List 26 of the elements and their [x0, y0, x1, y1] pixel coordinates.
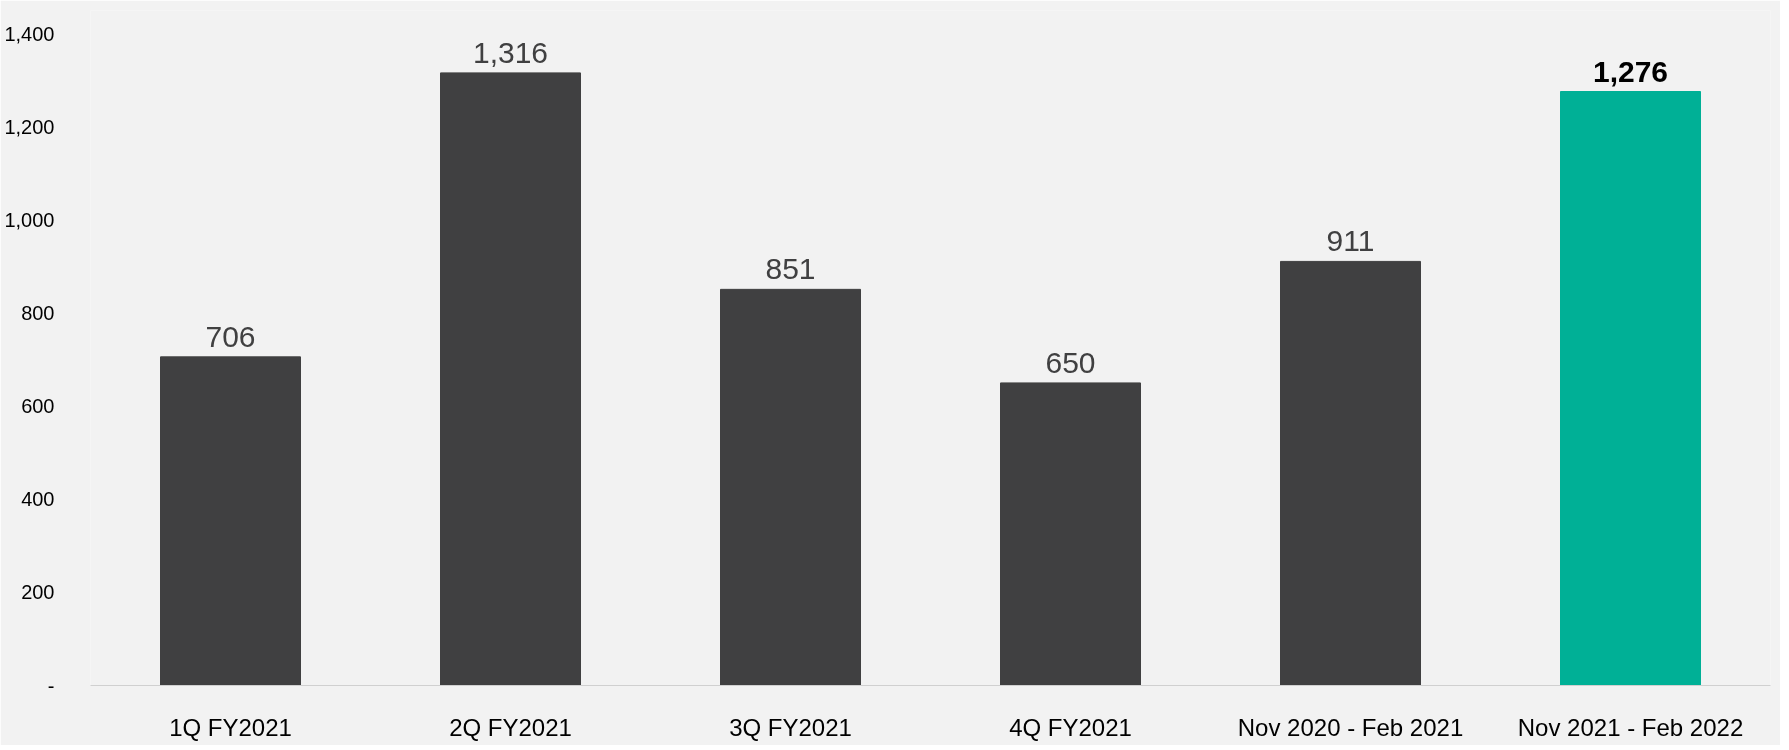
data-label: 851 — [765, 252, 816, 286]
y-tick-label: 1,400 — [4, 22, 55, 45]
bar — [160, 356, 301, 686]
data-label: 1,316 — [472, 35, 549, 69]
bar — [1280, 260, 1421, 686]
y-tick-label: 800 — [21, 302, 55, 325]
bar — [720, 288, 861, 686]
x-tick-label: 2Q FY2021 — [449, 713, 572, 741]
bar — [1560, 91, 1701, 686]
x-tick-label: 4Q FY2021 — [1009, 713, 1132, 741]
y-tick-label: 1,200 — [4, 115, 55, 138]
x-tick-label: 3Q FY2021 — [729, 713, 852, 741]
x-tick-label: 1Q FY2021 — [169, 713, 292, 741]
y-tick-label: 1,000 — [4, 208, 55, 231]
bar — [440, 72, 581, 686]
y-tick-label: - — [47, 674, 55, 697]
x-tick-label: Nov 2021 - Feb 2022 — [1517, 713, 1744, 741]
y-tick-label: 400 — [21, 488, 55, 511]
data-label: 1,276 — [1592, 54, 1669, 88]
y-tick-label: 200 — [21, 581, 55, 604]
x-tick-label: Nov 2020 - Feb 2021 — [1237, 713, 1464, 741]
data-label: 911 — [1326, 224, 1375, 258]
y-tick-label: 600 — [21, 395, 55, 418]
data-label: 650 — [1045, 345, 1096, 379]
data-label: 706 — [205, 319, 256, 353]
bar — [1000, 382, 1141, 686]
